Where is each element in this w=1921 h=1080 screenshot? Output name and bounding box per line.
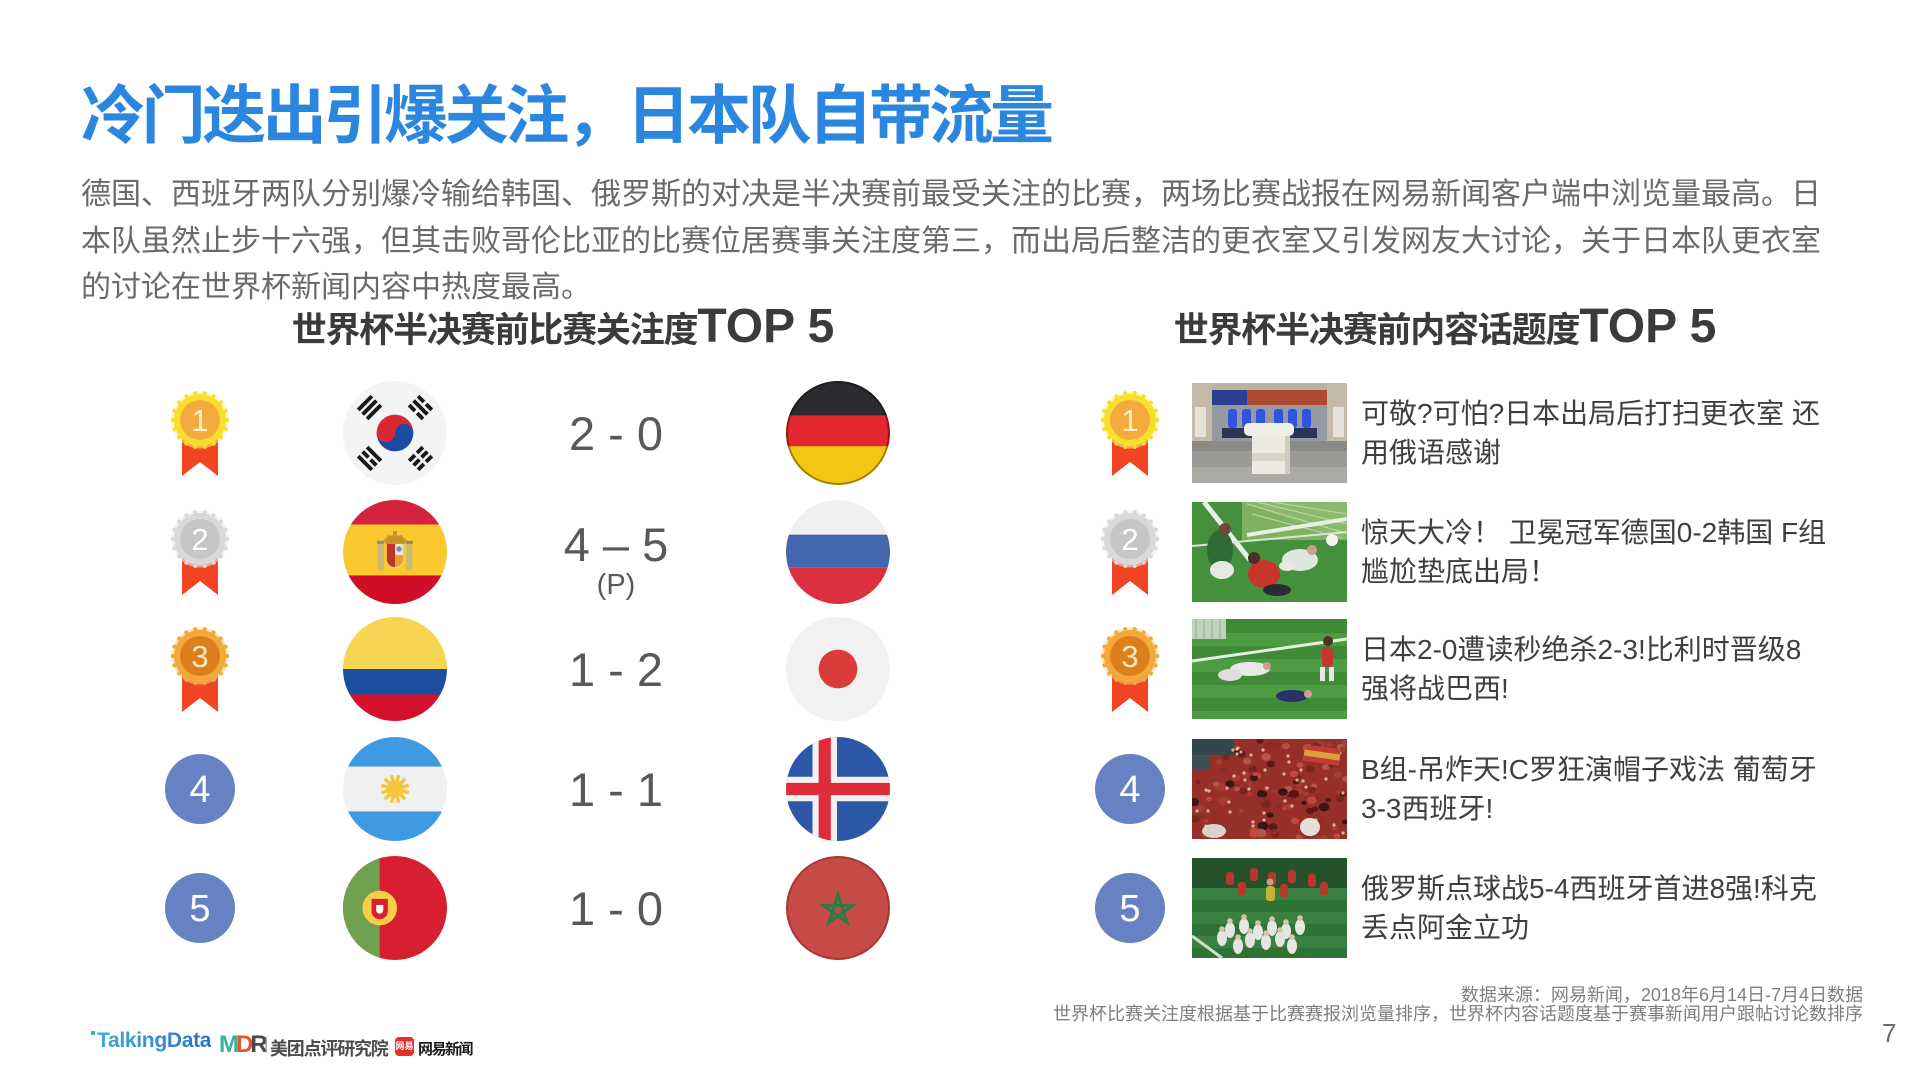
svg-text:5: 5 [1119, 888, 1140, 930]
svg-text:3: 3 [1121, 639, 1138, 674]
svg-text:1: 1 [191, 403, 208, 438]
svg-text:2: 2 [1121, 522, 1138, 557]
svg-text:5: 5 [189, 888, 210, 930]
svg-text:1: 1 [1121, 403, 1138, 438]
svg-text:4: 4 [1119, 769, 1140, 811]
svg-text:2: 2 [191, 522, 208, 557]
svg-text:3: 3 [191, 639, 208, 674]
svg-text:4: 4 [189, 769, 210, 811]
